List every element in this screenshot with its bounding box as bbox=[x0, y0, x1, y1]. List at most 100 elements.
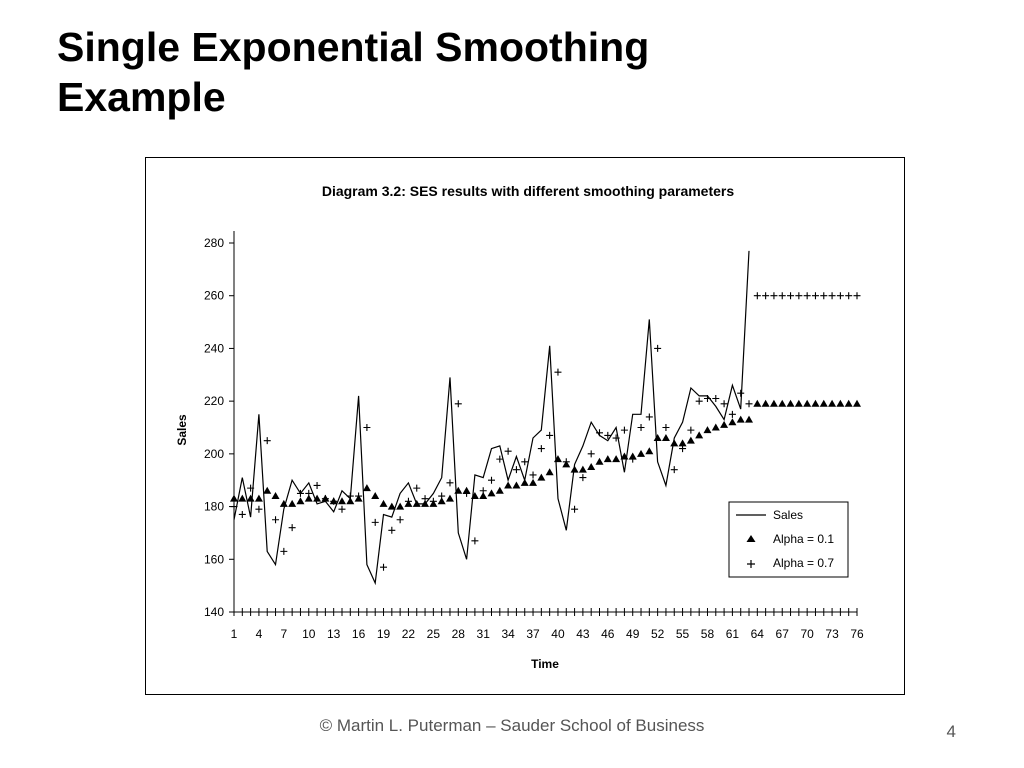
point-alpha-01 bbox=[603, 455, 612, 463]
chart-frame: Diagram 3.2: SES results with different … bbox=[145, 157, 905, 695]
x-tick-label: 73 bbox=[825, 627, 839, 641]
point-alpha-01 bbox=[761, 399, 770, 407]
y-tick-label: 260 bbox=[204, 289, 224, 303]
point-alpha-01 bbox=[437, 497, 446, 505]
y-tick-label: 180 bbox=[204, 500, 224, 514]
point-alpha-07 bbox=[238, 510, 246, 518]
x-tick-label: 13 bbox=[327, 627, 341, 641]
point-alpha-07 bbox=[778, 292, 786, 300]
point-alpha-07 bbox=[488, 476, 496, 484]
legend-label-sales: Sales bbox=[773, 508, 803, 522]
ses-chart: Diagram 3.2: SES results with different … bbox=[175, 183, 864, 671]
point-alpha-07 bbox=[720, 400, 728, 408]
series-line-sales bbox=[233, 250, 750, 586]
point-alpha-01 bbox=[470, 492, 479, 500]
x-tick-label: 4 bbox=[256, 627, 263, 641]
point-alpha-07 bbox=[296, 489, 304, 497]
x-tick-label: 7 bbox=[280, 627, 287, 641]
point-alpha-01 bbox=[803, 399, 812, 407]
point-alpha-01 bbox=[553, 455, 562, 463]
y-tick-label: 280 bbox=[204, 236, 224, 250]
point-alpha-01 bbox=[288, 499, 297, 507]
point-alpha-07 bbox=[429, 497, 437, 505]
point-alpha-07 bbox=[230, 503, 238, 511]
y-tick-label: 160 bbox=[204, 552, 224, 566]
point-alpha-07 bbox=[571, 505, 579, 513]
point-alpha-01 bbox=[371, 492, 380, 500]
point-alpha-07 bbox=[247, 484, 255, 492]
point-alpha-01 bbox=[728, 418, 737, 426]
point-alpha-01 bbox=[645, 447, 654, 455]
point-alpha-01 bbox=[612, 455, 621, 463]
point-alpha-07 bbox=[845, 292, 853, 300]
point-alpha-07 bbox=[537, 445, 545, 453]
point-alpha-07 bbox=[728, 410, 736, 418]
point-alpha-07 bbox=[521, 458, 529, 466]
point-alpha-07 bbox=[404, 497, 412, 505]
point-alpha-01 bbox=[279, 499, 288, 507]
point-alpha-07 bbox=[463, 489, 471, 497]
point-alpha-07 bbox=[371, 518, 379, 526]
x-tick-label: 70 bbox=[800, 627, 814, 641]
point-alpha-01 bbox=[811, 399, 820, 407]
x-tick-label: 49 bbox=[626, 627, 640, 641]
point-alpha-01 bbox=[537, 473, 546, 481]
point-alpha-01 bbox=[703, 426, 712, 434]
point-alpha-07 bbox=[853, 292, 861, 300]
point-alpha-07 bbox=[604, 431, 612, 439]
y-tick-label: 240 bbox=[204, 341, 224, 355]
point-alpha-01 bbox=[753, 399, 762, 407]
point-alpha-01 bbox=[337, 497, 346, 505]
point-alpha-01 bbox=[246, 494, 255, 502]
point-alpha-07 bbox=[388, 526, 396, 534]
point-alpha-01 bbox=[595, 457, 604, 465]
point-alpha-07 bbox=[330, 497, 338, 505]
x-tick-label: 22 bbox=[402, 627, 416, 641]
x-tick-label: 55 bbox=[676, 627, 690, 641]
point-alpha-01 bbox=[778, 399, 787, 407]
point-alpha-01 bbox=[421, 499, 430, 507]
x-tick-label: 34 bbox=[501, 627, 515, 641]
x-tick-label: 10 bbox=[302, 627, 316, 641]
chart-series bbox=[230, 250, 861, 586]
point-alpha-07 bbox=[595, 429, 603, 437]
x-axis-label: Time bbox=[531, 657, 559, 671]
slide-footer: © Martin L. Puterman – Sauder School of … bbox=[319, 716, 705, 735]
point-alpha-07 bbox=[820, 292, 828, 300]
point-alpha-07 bbox=[695, 397, 703, 405]
point-alpha-07 bbox=[413, 484, 421, 492]
point-alpha-01 bbox=[379, 499, 388, 507]
x-tick-label: 40 bbox=[551, 627, 565, 641]
point-alpha-07 bbox=[662, 424, 670, 431]
point-alpha-07 bbox=[255, 505, 263, 513]
legend-swatch-alpha-01 bbox=[746, 535, 756, 542]
legend-label-alpha-07: Alpha = 0.7 bbox=[773, 556, 834, 570]
x-tick-label: 37 bbox=[526, 627, 540, 641]
point-alpha-01 bbox=[695, 431, 704, 439]
point-alpha-07 bbox=[712, 395, 720, 403]
point-alpha-01 bbox=[387, 502, 396, 510]
point-alpha-07 bbox=[629, 455, 637, 463]
point-alpha-07 bbox=[803, 292, 811, 300]
point-alpha-07 bbox=[828, 292, 836, 300]
point-alpha-07 bbox=[562, 458, 570, 466]
point-alpha-01 bbox=[786, 399, 795, 407]
x-tick-label: 19 bbox=[377, 627, 391, 641]
point-alpha-07 bbox=[579, 474, 587, 482]
point-alpha-07 bbox=[737, 389, 745, 397]
slide-title-line1: Single Exponential Smoothing bbox=[57, 24, 650, 70]
chart-axes: 140 160 180 200 220 240 260 280 1 4 7 10 13 16 19 22 25 2… bbox=[204, 231, 864, 641]
point-alpha-07 bbox=[446, 479, 454, 487]
point-alpha-01 bbox=[686, 436, 695, 444]
point-alpha-07 bbox=[687, 426, 695, 434]
point-alpha-01 bbox=[504, 481, 513, 489]
point-alpha-07 bbox=[811, 292, 819, 300]
point-alpha-01 bbox=[313, 494, 322, 502]
point-alpha-01 bbox=[819, 399, 828, 407]
point-alpha-07 bbox=[587, 450, 595, 458]
point-alpha-07 bbox=[679, 445, 687, 453]
point-alpha-01 bbox=[263, 486, 272, 494]
point-alpha-01 bbox=[346, 497, 355, 505]
point-alpha-01 bbox=[720, 420, 729, 428]
point-alpha-07 bbox=[753, 292, 761, 300]
